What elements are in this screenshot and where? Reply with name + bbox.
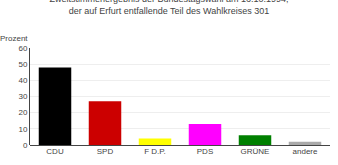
svg-text:F D.P.: F D.P. bbox=[144, 147, 166, 156]
svg-text:PDS: PDS bbox=[197, 147, 213, 156]
svg-text:Zweitstimmenergebnis der Bunde: Zweitstimmenergebnis der Bundestagswahl … bbox=[49, 0, 288, 16]
svg-text:60: 60 bbox=[18, 44, 27, 53]
svg-text:CDU: CDU bbox=[46, 147, 64, 156]
svg-text:20: 20 bbox=[18, 108, 27, 117]
svg-text:SPD: SPD bbox=[97, 147, 114, 156]
svg-text:10: 10 bbox=[18, 125, 27, 134]
svg-text:50: 50 bbox=[18, 60, 27, 69]
svg-text:andere: andere bbox=[293, 147, 318, 156]
svg-text:0: 0 bbox=[23, 141, 28, 150]
svg-text:40: 40 bbox=[18, 76, 27, 85]
svg-text:30: 30 bbox=[18, 92, 27, 101]
svg-text:GRÜNE: GRÜNE bbox=[241, 147, 270, 156]
svg-text:Prozent: Prozent bbox=[0, 34, 28, 43]
